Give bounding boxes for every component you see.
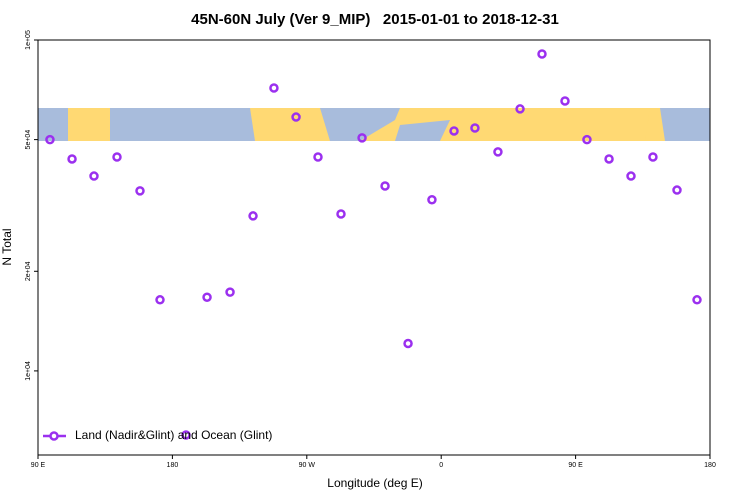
chart-title: 45N-60N July (Ver 9_MIP) 2015-01-01 to 2…	[191, 11, 559, 28]
point	[427, 195, 437, 205]
point	[470, 123, 480, 133]
legend-label: Land (Nadir&Glint) and Ocean (Glint)	[75, 428, 272, 442]
point	[692, 295, 702, 305]
y-tick-label: 1e+05	[25, 30, 32, 50]
point	[269, 83, 279, 93]
point	[155, 295, 165, 305]
x-tick-label: 180	[167, 462, 179, 469]
y-axis-label: N Total	[0, 228, 14, 265]
point	[648, 152, 658, 162]
point	[403, 338, 413, 349]
point	[357, 133, 367, 143]
x-tick-label: 90 E	[31, 462, 46, 469]
point	[380, 181, 390, 191]
x-tick-label: 180	[704, 462, 716, 469]
point	[225, 287, 235, 297]
y-tick-label: 5e+04	[25, 130, 32, 150]
point	[493, 147, 503, 157]
point	[604, 154, 614, 164]
point	[135, 186, 145, 196]
point	[45, 134, 55, 145]
x-tick-label: 90 W	[299, 462, 316, 469]
point	[181, 430, 191, 440]
point	[672, 185, 682, 195]
x-axis-label: Longitude (deg E)	[327, 476, 422, 490]
point	[291, 112, 301, 122]
legend-marker	[49, 431, 59, 441]
point	[89, 171, 99, 181]
point	[449, 126, 459, 136]
point	[202, 292, 212, 302]
x-tick-label: 0	[439, 462, 443, 469]
y-tick-label: 1e+04	[25, 361, 32, 381]
point	[336, 209, 346, 219]
point	[67, 154, 77, 164]
point	[537, 49, 547, 59]
plot-frame	[37, 39, 711, 456]
point	[112, 152, 122, 162]
point	[626, 171, 636, 181]
point	[515, 104, 525, 114]
x-tick-label: 90 E	[568, 462, 583, 469]
point	[313, 152, 323, 162]
map-strip	[38, 108, 710, 141]
y-tick-label: 2e+04	[25, 261, 32, 281]
point	[582, 134, 592, 145]
point	[560, 96, 570, 106]
point	[248, 211, 258, 221]
